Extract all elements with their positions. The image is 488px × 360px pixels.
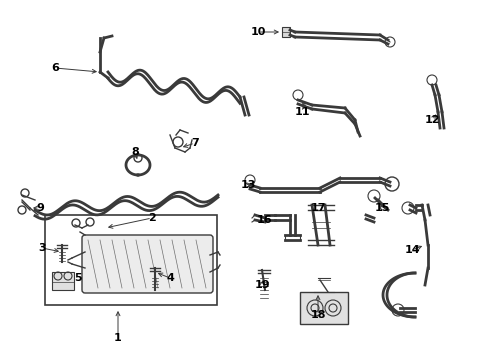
Text: 3: 3 (38, 243, 46, 253)
Text: 8: 8 (131, 147, 139, 157)
Text: 1: 1 (114, 333, 122, 343)
Text: 6: 6 (51, 63, 59, 73)
Text: 16: 16 (257, 215, 272, 225)
Text: 15: 15 (373, 203, 389, 213)
Text: 18: 18 (309, 310, 325, 320)
Text: 17: 17 (309, 203, 325, 213)
FancyBboxPatch shape (82, 235, 213, 293)
Bar (52, 272, 74, 290)
Text: 14: 14 (404, 245, 419, 255)
Text: 10: 10 (250, 27, 265, 37)
Text: 19: 19 (254, 280, 269, 290)
Text: 12: 12 (424, 115, 439, 125)
Text: 5: 5 (74, 273, 81, 283)
Text: 2: 2 (148, 213, 156, 223)
Text: 11: 11 (294, 107, 309, 117)
Text: 4: 4 (166, 273, 174, 283)
Bar (45, 215, 217, 305)
Text: 7: 7 (191, 138, 199, 148)
Bar (299, 292, 347, 324)
Bar (282, 27, 289, 37)
Text: 9: 9 (36, 203, 44, 213)
Text: 13: 13 (240, 180, 255, 190)
